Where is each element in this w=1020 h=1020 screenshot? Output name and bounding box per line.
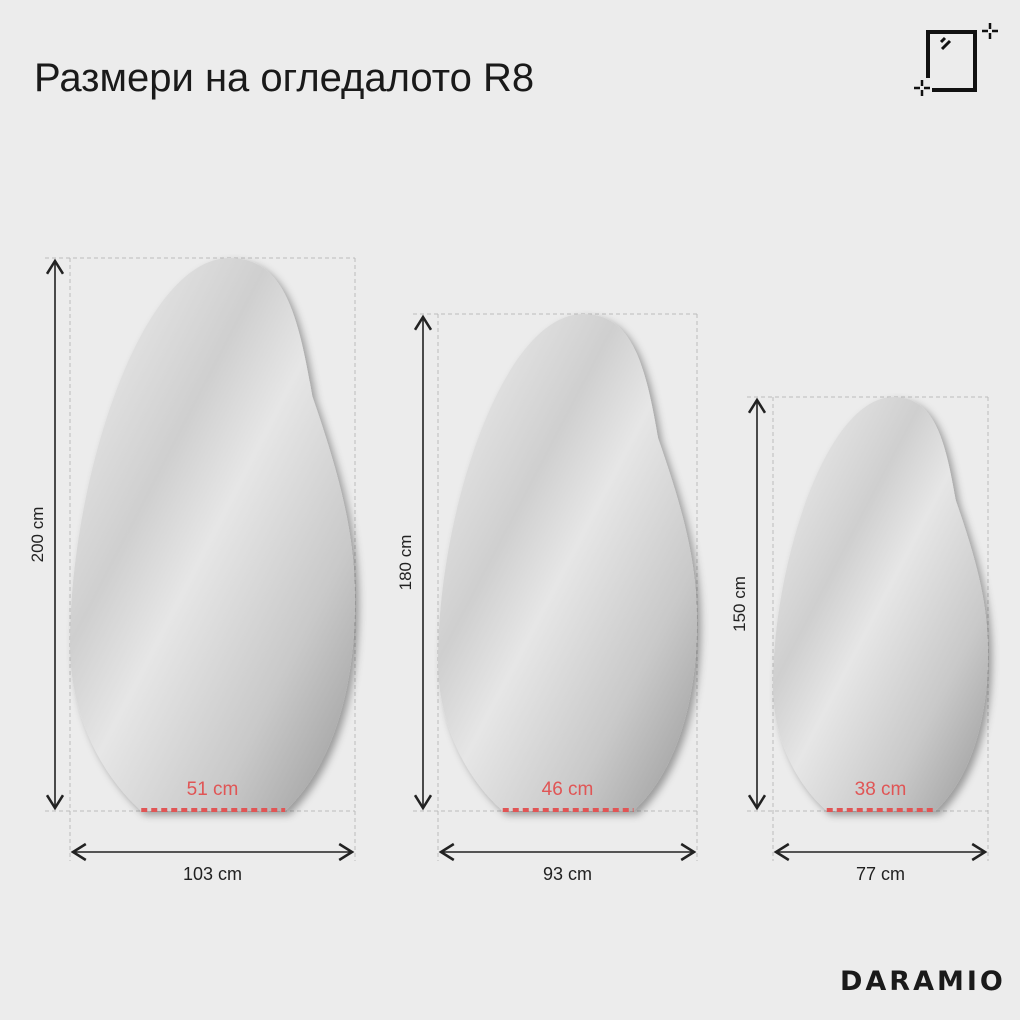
base-width-label: 51 cm [187,779,239,800]
width-label: 77 cm [856,864,905,884]
mirror-shape [438,314,697,811]
mirror-shape [773,397,988,811]
mirror-3: 150 cm 77 cm 38 cm [730,396,989,884]
mirror-icon [914,23,998,96]
width-label: 103 cm [183,864,242,884]
height-label: 150 cm [730,576,749,632]
width-label: 93 cm [543,864,592,884]
mirror-shape [70,258,355,811]
mirror-2: 180 cm 93 cm 46 cm [396,313,698,884]
height-label: 200 cm [28,507,47,563]
page-title: Размери на огледалото R8 [34,56,535,100]
base-width-label: 46 cm [542,779,594,800]
base-width-label: 38 cm [855,779,907,800]
brand-logo: DARAMIO [840,966,1006,997]
mirror-1: 200 cm 103 cm 51 cm [28,257,356,884]
height-label: 180 cm [396,535,415,591]
